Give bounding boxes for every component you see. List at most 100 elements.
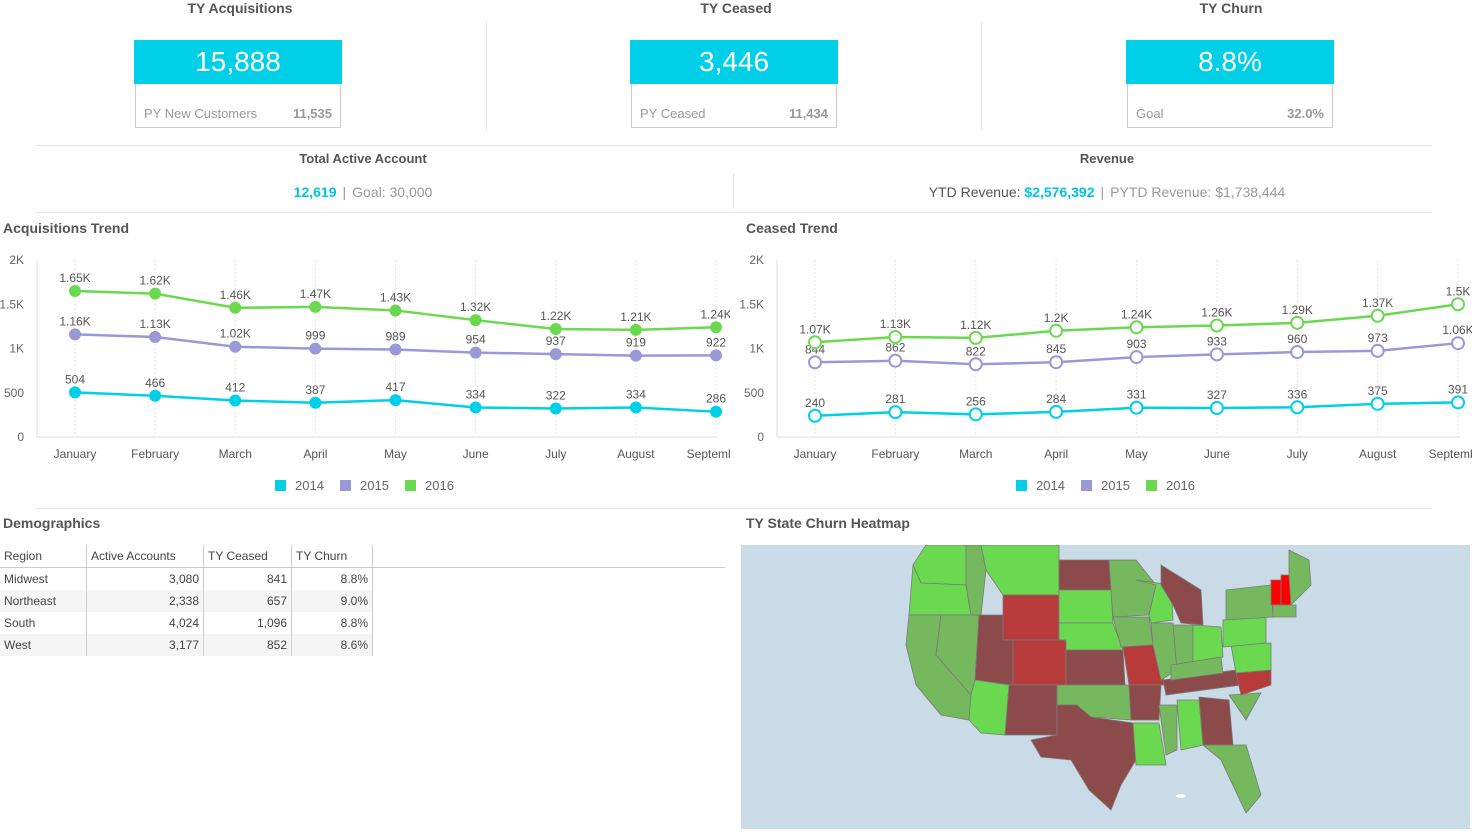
state-nebraska[interactable]	[1058, 622, 1124, 651]
data-point[interactable]	[549, 402, 562, 415]
data-point[interactable]	[1451, 297, 1465, 312]
state-michigan[interactable]	[1160, 564, 1204, 626]
state-kansas[interactable]	[1065, 649, 1126, 686]
data-point[interactable]	[1370, 308, 1385, 323]
data-point[interactable]	[389, 343, 402, 356]
state-new-mexico[interactable]	[1004, 684, 1058, 736]
legend-label[interactable]: 2015	[1101, 478, 1130, 493]
state-georgia[interactable]	[1198, 696, 1234, 746]
data-point[interactable]	[309, 396, 322, 409]
column-header-region[interactable]: Region	[0, 545, 87, 568]
data-point[interactable]	[1290, 345, 1305, 360]
data-point[interactable]	[1451, 395, 1465, 410]
data-point[interactable]	[1451, 336, 1465, 351]
data-point[interactable]	[710, 321, 722, 334]
data-point[interactable]	[968, 330, 983, 345]
legend-swatch[interactable]	[1146, 480, 1157, 491]
state-south-dakota[interactable]	[1058, 589, 1114, 624]
state-kentucky[interactable]	[1170, 656, 1224, 681]
data-point[interactable]	[968, 357, 983, 372]
data-point[interactable]	[888, 405, 903, 420]
table-row[interactable]: South 4,024 1,096 8.8%	[0, 612, 373, 634]
data-point[interactable]	[1290, 400, 1305, 415]
data-point[interactable]	[710, 349, 722, 362]
state-florida[interactable]	[1201, 744, 1262, 814]
state-north-carolina[interactable]	[1235, 669, 1272, 696]
legend-swatch[interactable]	[340, 480, 351, 491]
legend-label[interactable]: 2015	[360, 478, 389, 493]
data-point[interactable]	[888, 353, 903, 368]
legend-label[interactable]: 2014	[295, 478, 324, 493]
data-point[interactable]	[229, 394, 242, 407]
legend-swatch[interactable]	[1081, 480, 1092, 491]
state-vermont[interactable]	[1270, 579, 1282, 606]
column-header-ty-churn[interactable]: TY Churn	[291, 545, 373, 568]
table-row[interactable]: Northeast 2,338 657 9.0%	[0, 590, 373, 612]
data-point[interactable]	[1370, 343, 1385, 358]
data-point[interactable]	[469, 346, 482, 359]
data-point[interactable]	[149, 330, 162, 343]
data-point[interactable]	[389, 304, 402, 317]
legend-swatch[interactable]	[275, 480, 286, 491]
legend-swatch[interactable]	[405, 480, 416, 491]
data-point[interactable]	[1129, 400, 1144, 415]
data-point[interactable]	[1209, 318, 1224, 333]
state-minnesota[interactable]	[1108, 559, 1157, 618]
legend-label[interactable]: 2016	[425, 478, 454, 493]
column-header-active-accounts[interactable]: Active Accounts	[86, 545, 204, 568]
data-point[interactable]	[1049, 323, 1064, 338]
data-point[interactable]	[1129, 350, 1144, 365]
data-point[interactable]	[389, 394, 402, 407]
data-point[interactable]	[69, 386, 81, 399]
data-point[interactable]	[309, 300, 322, 313]
data-point[interactable]	[469, 401, 482, 414]
legend-label[interactable]: 2014	[1036, 478, 1065, 493]
state-louisiana[interactable]	[1132, 722, 1167, 766]
state-new-york[interactable]	[1225, 584, 1274, 621]
data-point[interactable]	[149, 287, 162, 300]
data-point[interactable]	[629, 323, 642, 336]
state-mississippi[interactable]	[1158, 704, 1178, 756]
column-header-ty-ceased[interactable]: TY Ceased	[203, 545, 292, 568]
state-massachusetts[interactable]	[1272, 604, 1297, 618]
data-point[interactable]	[808, 408, 822, 423]
data-point[interactable]	[1209, 401, 1224, 416]
data-point[interactable]	[1370, 396, 1385, 411]
state-south-carolina[interactable]	[1228, 692, 1262, 721]
state-arizona[interactable]	[968, 679, 1010, 736]
data-point[interactable]	[69, 284, 81, 297]
state-pennsylvania[interactable]	[1222, 616, 1267, 648]
state-montana[interactable]	[980, 544, 1060, 596]
state-arkansas[interactable]	[1128, 684, 1162, 721]
data-point[interactable]	[1129, 320, 1144, 335]
data-point[interactable]	[710, 405, 722, 418]
data-point[interactable]	[309, 342, 322, 355]
data-point[interactable]	[229, 340, 242, 353]
data-point[interactable]	[149, 389, 162, 402]
data-point[interactable]	[629, 401, 642, 414]
data-point[interactable]	[968, 407, 983, 422]
data-point[interactable]	[1049, 355, 1064, 370]
state-alabama[interactable]	[1176, 699, 1204, 751]
state-colorado[interactable]	[1012, 639, 1067, 686]
state-texas[interactable]	[1030, 704, 1140, 811]
data-point[interactable]	[549, 323, 562, 336]
data-point[interactable]	[808, 355, 822, 370]
data-point[interactable]	[469, 314, 482, 327]
data-point[interactable]	[629, 349, 642, 362]
data-point[interactable]	[1209, 347, 1224, 362]
data-point[interactable]	[1290, 315, 1305, 330]
state-north-dakota[interactable]	[1058, 559, 1112, 591]
data-point[interactable]	[69, 328, 81, 341]
legend-swatch[interactable]	[1016, 480, 1027, 491]
data-point[interactable]	[1049, 404, 1064, 419]
legend-label[interactable]: 2016	[1166, 478, 1195, 493]
data-point[interactable]	[549, 348, 562, 361]
state-ohio[interactable]	[1192, 624, 1224, 664]
state-wyoming[interactable]	[1002, 594, 1060, 641]
state-maine[interactable]	[1288, 549, 1312, 606]
state-washington[interactable]	[912, 544, 967, 586]
state-illinois[interactable]	[1150, 622, 1178, 681]
state-virginia[interactable]	[1230, 642, 1272, 674]
data-point[interactable]	[808, 335, 822, 350]
